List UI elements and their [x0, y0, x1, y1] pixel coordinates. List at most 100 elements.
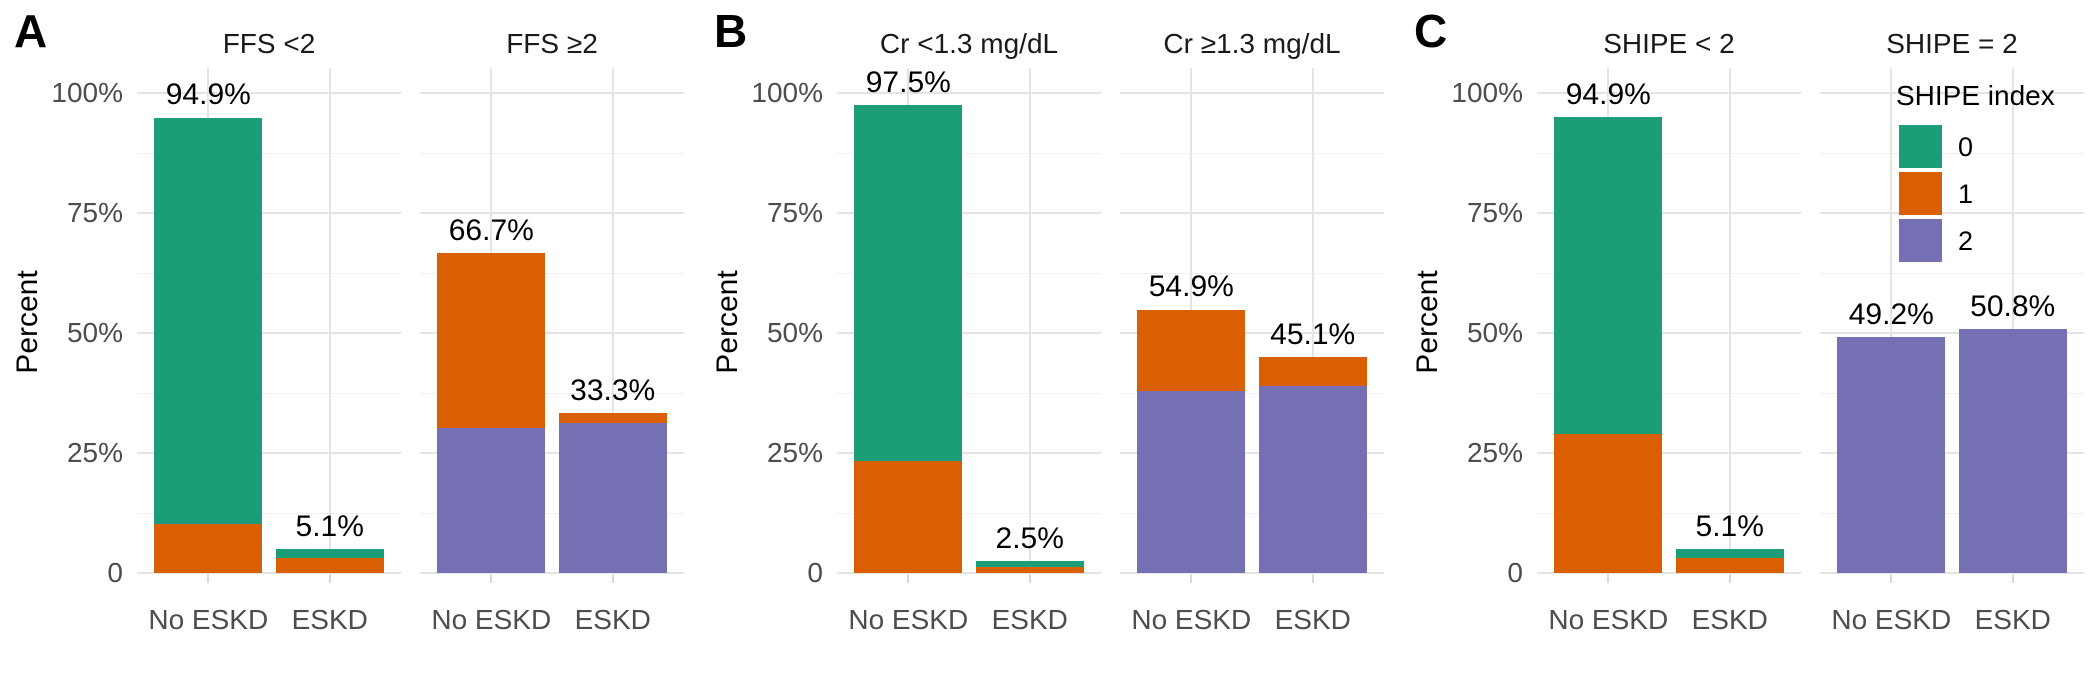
gridline-major — [1537, 572, 1801, 574]
x-axis-tick — [611, 575, 614, 583]
gridline-major — [1537, 332, 1801, 334]
bar-segment-shipe-1 — [1554, 434, 1663, 573]
y-tick-label: 25% — [66, 437, 123, 468]
x-axis-tick — [328, 575, 331, 583]
x-category-label: No ESKD — [1831, 604, 1952, 635]
bar-total-label: 50.8% — [1970, 290, 2056, 324]
legend-swatch-1 — [1899, 172, 1942, 215]
bar-segment-shipe-2 — [437, 427, 546, 573]
bar-segment-shipe-0 — [975, 561, 1084, 568]
gridline-vertical — [1028, 68, 1031, 575]
x-category-label: ESKD — [1691, 604, 1768, 635]
y-tick-label: 75% — [66, 197, 123, 228]
facet-title: Cr ≥1.3 mg/dL — [1163, 28, 1341, 59]
bar-total-label: 94.9% — [165, 78, 251, 112]
gridline-minor — [837, 393, 1101, 394]
facet-plot-area: 54.9% 45.1% — [1120, 68, 1384, 575]
x-axis-tick — [2011, 575, 2014, 583]
gridline-minor — [1120, 393, 1384, 394]
bar-segment-shipe-0 — [854, 105, 963, 461]
panel-c: C Percent 0 25% 50% 75% 100% SHIPE < 2 94.9% 5.1%… — [1400, 0, 2099, 690]
gridline-vertical — [328, 68, 331, 575]
gridline-major — [137, 212, 401, 214]
gridline-minor — [1120, 153, 1384, 154]
facet-title: SHIPE < 2 — [1603, 28, 1735, 59]
gridline-major — [1537, 452, 1801, 454]
gridline-minor — [420, 273, 684, 274]
bar-segment-shipe-2 — [1837, 336, 1946, 573]
gridline-major — [837, 572, 1101, 574]
x-category-label: ESKD — [574, 604, 651, 635]
x-category-label: ESKD — [991, 604, 1068, 635]
bar-segment-shipe-1 — [437, 252, 546, 428]
bar-segment-shipe-1 — [275, 558, 384, 573]
gridline-minor — [137, 273, 401, 274]
bar-total-label: 5.1% — [1695, 509, 1764, 543]
gridline-minor — [837, 273, 1101, 274]
gridline-minor — [1537, 153, 1801, 154]
gridline-minor — [1120, 513, 1384, 514]
gridline-major — [1120, 332, 1384, 334]
facet-plot-area: 49.2% 50.8% — [1820, 68, 2084, 575]
facet-plot-area: 66.7% 33.3% — [420, 68, 684, 575]
y-tick-label: 50% — [66, 317, 123, 348]
panel-letter: B — [714, 5, 748, 57]
gridline-major — [420, 212, 684, 214]
gridline-major — [1120, 92, 1384, 94]
facet-title: FFS ≥2 — [506, 28, 598, 59]
gridline-vertical — [1890, 68, 1893, 575]
x-axis-tick — [1028, 575, 1031, 583]
x-axis-tick — [490, 575, 493, 583]
x-axis-tick — [1890, 575, 1893, 583]
bar-total-label: 33.3% — [570, 374, 656, 408]
bar-segment-shipe-0 — [1675, 548, 1784, 559]
gridline-major — [137, 572, 401, 574]
bar-segment-shipe-1 — [558, 413, 667, 424]
x-axis-tick — [1190, 575, 1193, 583]
bar-segment-shipe-2 — [1137, 391, 1246, 573]
x-category-label: No ESKD — [1131, 604, 1252, 635]
panel-a: A Percent 0 25% 50% 75% 100% FFS <2 94.9% 5.1% No … — [0, 0, 700, 690]
bar-segment-shipe-2 — [1958, 329, 2067, 573]
bar-segment-shipe-1 — [975, 567, 1084, 573]
panel-b: B Percent 0 25% 50% 75% 100% Cr <1.3 mg/dL 97.5%… — [700, 0, 1400, 690]
gridline-major — [420, 572, 684, 574]
x-category-label: ESKD — [1974, 604, 2051, 635]
x-category-label: ESKD — [291, 604, 368, 635]
y-tick-label: 0 — [1507, 557, 1523, 588]
x-category-label: ESKD — [1274, 604, 1351, 635]
x-axis-tick — [1311, 575, 1314, 583]
legend-swatch-2 — [1899, 219, 1942, 262]
gridline-minor — [137, 393, 401, 394]
gridline-minor — [137, 513, 401, 514]
gridline-vertical — [1311, 68, 1314, 575]
gridline-minor — [1537, 513, 1801, 514]
facet-plot-area: 97.5% 2.5% — [837, 67, 1101, 575]
bar-total-label: 45.1% — [1270, 317, 1356, 351]
gridline-major — [420, 332, 684, 334]
gridline-vertical — [2011, 68, 2014, 575]
bar-segment-shipe-0 — [154, 117, 263, 525]
gridline-major — [137, 452, 401, 454]
bar-segment-shipe-2 — [558, 423, 667, 573]
gridline-minor — [1537, 273, 1801, 274]
gridline-minor — [1820, 513, 2084, 514]
x-category-label: No ESKD — [431, 604, 552, 635]
gridline-minor — [1820, 273, 2084, 274]
y-tick-label: 0 — [807, 557, 823, 588]
y-tick-label: 75% — [766, 197, 823, 228]
gridline-major — [1120, 212, 1384, 214]
gridline-minor — [420, 393, 684, 394]
gridline-major — [1537, 212, 1801, 214]
gridline-major — [837, 92, 1101, 94]
y-tick-label: 25% — [766, 437, 823, 468]
gridline-major — [837, 452, 1101, 454]
gridline-minor — [1820, 153, 2084, 154]
legend-item-label: 1 — [1958, 179, 1974, 209]
bar-segment-shipe-2 — [1258, 386, 1367, 573]
gridline-minor — [1537, 393, 1801, 394]
facet-title: Cr <1.3 mg/dL — [879, 28, 1059, 59]
gridline-major — [1120, 572, 1384, 574]
y-tick-label: 100% — [1451, 77, 1523, 108]
